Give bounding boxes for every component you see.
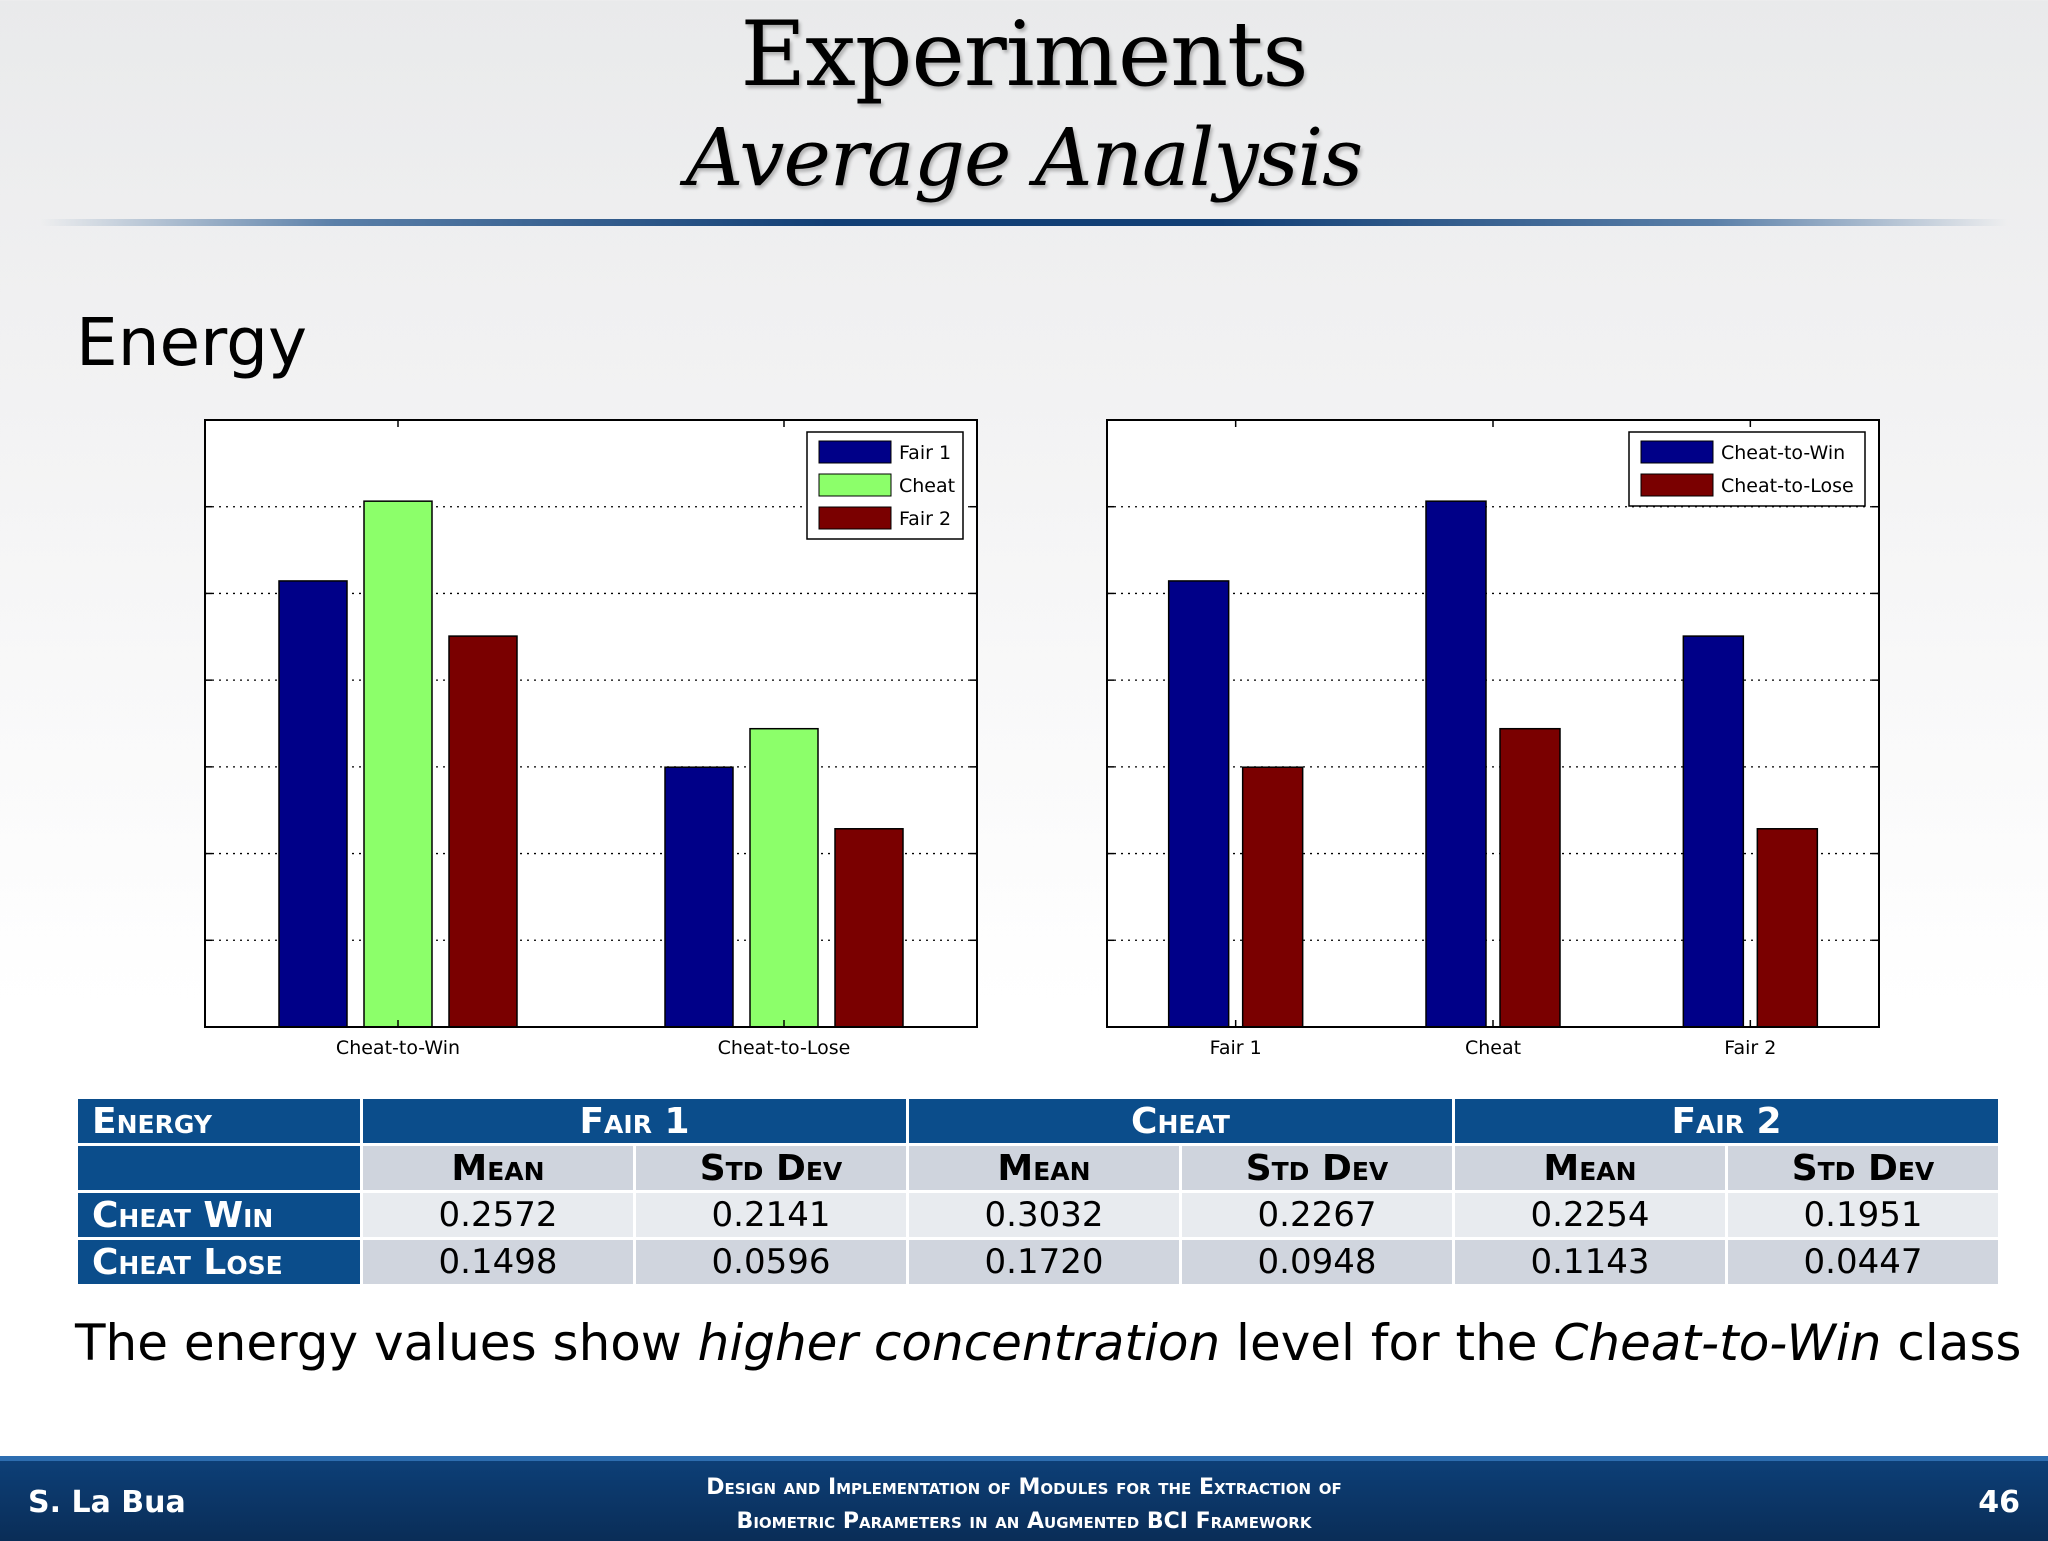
table-cell: 0.2572 <box>363 1193 633 1237</box>
bar <box>1756 828 1819 1028</box>
legend-swatch <box>1640 473 1714 497</box>
legend-swatch <box>818 506 892 530</box>
legend-label: Fair 2 <box>899 508 951 530</box>
x-tick-label: Cheat-to-Lose <box>718 1037 851 1059</box>
bar <box>1499 727 1561 1028</box>
table-blank-cell <box>78 1146 360 1190</box>
row-label: Cheat Win <box>78 1193 360 1237</box>
bar <box>749 727 819 1028</box>
bar <box>1682 635 1745 1028</box>
x-tick-label: Fair 2 <box>1724 1037 1776 1059</box>
subheader-cell: Std Dev <box>1728 1146 1998 1190</box>
legend-swatch <box>818 473 892 497</box>
table-cell: 0.2141 <box>636 1193 906 1237</box>
legend-label: Fair 1 <box>899 442 951 464</box>
table-subheader-row: Mean Std Dev Mean Std Dev Mean Std Dev <box>78 1146 1998 1190</box>
group-header-cheat: Cheat <box>909 1099 1452 1143</box>
legend-swatch <box>1640 440 1714 464</box>
subheader-cell: Std Dev <box>636 1146 906 1190</box>
table-row: Cheat Win 0.2572 0.2141 0.3032 0.2267 0.… <box>78 1193 1998 1237</box>
subheader-cell: Mean <box>1455 1146 1725 1190</box>
title-divider <box>40 219 2008 226</box>
bar <box>1241 766 1304 1028</box>
footer-bar: S. La Bua Design and Implementation of M… <box>0 1456 2048 1541</box>
legend-label: Cheat <box>899 475 955 497</box>
bar <box>834 828 904 1028</box>
bar <box>448 635 518 1028</box>
legend-label: Cheat-to-Lose <box>1721 475 1854 497</box>
plot-area <box>1107 420 1879 1027</box>
section-heading: Energy <box>76 304 308 381</box>
axes-frame <box>204 419 978 1028</box>
axes-frame <box>1106 419 1880 1028</box>
legend-swatch <box>818 440 892 464</box>
bar <box>363 500 433 1028</box>
table-cell: 0.0447 <box>1728 1240 1998 1284</box>
table-cell: 0.2254 <box>1455 1193 1725 1237</box>
legend-label: Cheat-to-Win <box>1721 442 1845 464</box>
table-cell: 0.3032 <box>909 1193 1179 1237</box>
table-cell: 0.0948 <box>1182 1240 1452 1284</box>
table-cell: 0.1498 <box>363 1240 633 1284</box>
x-tick-label: Fair 1 <box>1210 1037 1262 1059</box>
summary-part: The energy values show <box>75 1314 698 1372</box>
table-cell: 0.1951 <box>1728 1193 1998 1237</box>
table-header-row: Energy Fair 1 Cheat Fair 2 <box>78 1099 1998 1143</box>
summary-text: The energy values show higher concentrat… <box>75 1316 2021 1371</box>
summary-emphasis: higher concentration <box>697 1314 1221 1372</box>
bar <box>1167 580 1230 1028</box>
slide-subtitle: Average Analysis <box>685 111 1363 204</box>
footer-title-line: Biometric Parameters in an Augmented BCI… <box>736 1509 1312 1534</box>
bar <box>664 766 734 1028</box>
footer-page-number: 46 <box>1978 1485 2020 1520</box>
table-cell: 0.0596 <box>636 1240 906 1284</box>
table-corner: Energy <box>78 1099 360 1143</box>
footer-author: S. La Bua <box>28 1485 186 1520</box>
x-tick-label: Cheat <box>1465 1037 1521 1059</box>
x-tick-label: Cheat-to-Win <box>336 1037 460 1059</box>
footer-title-line: Design and Implementation of Modules for… <box>706 1475 1342 1500</box>
table-cell: 0.1720 <box>909 1240 1179 1284</box>
table-row: Cheat Lose 0.1498 0.0596 0.1720 0.0948 0… <box>78 1240 1998 1284</box>
table-cell: 0.1143 <box>1455 1240 1725 1284</box>
slide-title: Experiments <box>740 2 1308 107</box>
group-header-fair2: Fair 2 <box>1455 1099 1998 1143</box>
summary-emphasis: Cheat-to-Win <box>1553 1314 1882 1372</box>
summary-part: level for the <box>1220 1314 1554 1372</box>
subheader-cell: Mean <box>363 1146 633 1190</box>
footer-title: Design and Implementation of Modules for… <box>524 1471 1524 1539</box>
group-header-fair1: Fair 1 <box>363 1099 906 1143</box>
row-label: Cheat Lose <box>78 1240 360 1284</box>
subheader-cell: Std Dev <box>1182 1146 1452 1190</box>
bar <box>278 580 348 1028</box>
summary-part: class <box>1881 1314 2022 1372</box>
subheader-cell: Mean <box>909 1146 1179 1190</box>
energy-table: Energy Fair 1 Cheat Fair 2 Mean Std Dev … <box>75 1096 2001 1287</box>
table-cell: 0.2267 <box>1182 1193 1452 1237</box>
charts-canvas: Cheat-to-Win Cheat-to-Lose Fair 1 Cheat Fair… <box>204 419 1880 1059</box>
bar <box>1425 500 1487 1028</box>
